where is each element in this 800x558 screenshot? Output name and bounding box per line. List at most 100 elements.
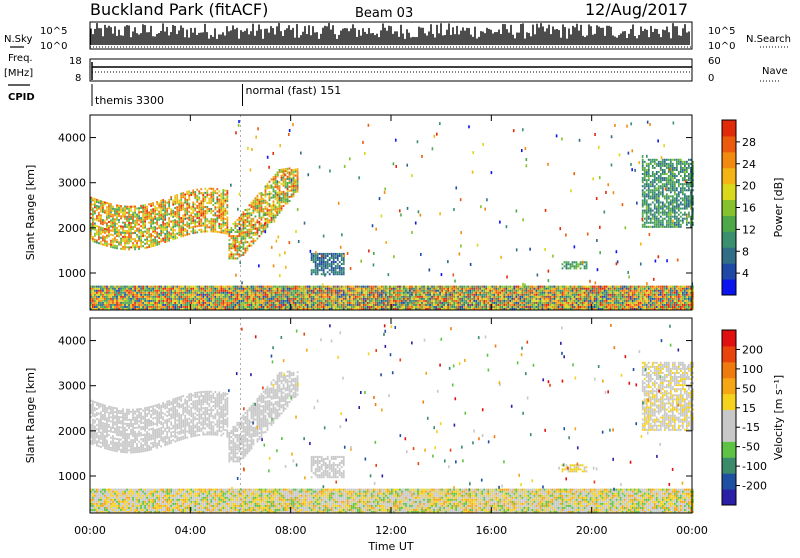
range-gate-cell [110,205,112,207]
range-gate-cell [156,219,158,221]
range-gate-cell [656,187,658,189]
range-gate-cell [668,175,670,177]
range-gate-cell [136,218,138,220]
range-gate-cell [383,300,385,302]
range-gate-cell [190,194,192,196]
range-gate-cell [224,298,226,300]
range-gate-cell [118,229,120,231]
range-gate-cell [158,302,160,304]
range-gate-cell [204,192,206,194]
range-gate-cell [200,206,202,208]
range-gate-cell [289,174,291,176]
range-gate-cell [116,213,118,215]
range-gate-cell [136,294,138,296]
range-gate-cell [343,263,345,265]
range-gate-cell [136,234,138,236]
range-gate-cell [194,193,196,195]
range-gate-cell [106,202,108,204]
range-gate-cell [100,216,102,218]
range-gate-cell [297,300,299,302]
range-gate-cell [168,203,170,205]
range-gate-cell [249,304,251,306]
range-gate-cell [393,298,395,300]
range-gate-cell [676,159,678,161]
range-gate-cell [110,240,112,242]
range-gate-cell [676,193,678,195]
range-gate-cell [365,292,367,294]
range-gate-cell [315,267,317,269]
range-gate-cell [218,209,220,211]
range-gate-cell [333,300,335,302]
range-gate-cell [287,290,289,292]
range-gate-cell [323,300,325,302]
range-gate-cell [249,292,251,294]
range-gate-cell [216,298,218,300]
range-gate-cell [349,302,351,304]
range-gate-cell [275,210,277,212]
range-gate-cell [668,226,670,228]
range-gate-cell [371,304,373,306]
range-gate-cell [222,296,224,298]
range-gate-cell [170,214,172,216]
range-gate-cell [578,263,580,265]
range-gate-cell [650,185,652,187]
range-gate-cell [96,233,98,235]
range-gate-cell [98,302,100,304]
range-gate-cell [102,306,104,308]
range-gate-cell [644,175,646,177]
range-gate-cell [349,294,351,296]
range-gate-cell [222,224,224,226]
range-gate-cell [343,304,345,306]
range-gate-cell [652,167,654,169]
range-gate-cell [124,216,126,218]
range-gate-cell [371,294,373,296]
range-gate-cell [224,290,226,292]
range-gate-cell [654,181,656,183]
range-gate-cell [323,253,325,255]
range-gate-cell [271,209,273,211]
range-gate-cell [232,286,234,288]
range-gate-cell [144,204,146,206]
range-gate-cell [148,304,150,306]
range-gate-cell [335,292,337,294]
range-gate-cell [146,298,148,300]
range-gate-cell [136,298,138,300]
range-gate-cell [140,225,142,227]
range-gate-cell [441,290,443,292]
range-gate-cell [208,198,210,200]
range-gate-cell [124,296,126,298]
range-gate-cell [335,255,337,257]
range-gate-cell [688,189,690,191]
range-gate-cell [686,203,688,205]
range-gate-cell [124,294,126,296]
range-gate-cell [108,207,110,209]
range-gate-cell [686,163,688,165]
range-gate-cell [355,292,357,294]
range-gate-cell [674,224,676,226]
range-gate-cell [672,189,674,191]
range-gate-cell [142,300,144,302]
range-gate-cell [108,304,110,306]
range-gate-cell [273,196,275,198]
range-gate-cell [277,192,279,194]
range-gate-cell [154,216,156,218]
range-gate-cell [407,294,409,296]
range-gate-cell [417,306,419,308]
range-gate-cell [104,242,106,244]
range-gate-cell [678,222,680,224]
range-gate-cell [140,304,142,306]
range-gate-cell [363,286,365,288]
range-gate-cell [92,300,94,302]
range-gate-cell [108,227,110,229]
range-gate-cell [279,294,281,296]
range-gate-cell [116,204,118,206]
range-gate-cell [413,294,415,296]
range-gate-cell [648,218,650,220]
range-gate-cell [445,302,447,304]
range-gate-cell [122,240,124,242]
range-gate-cell [341,269,343,271]
range-gate-cell [150,239,152,241]
range-gate-cell [180,207,182,209]
range-gate-cell [441,300,443,302]
range-gate-cell [415,286,417,288]
